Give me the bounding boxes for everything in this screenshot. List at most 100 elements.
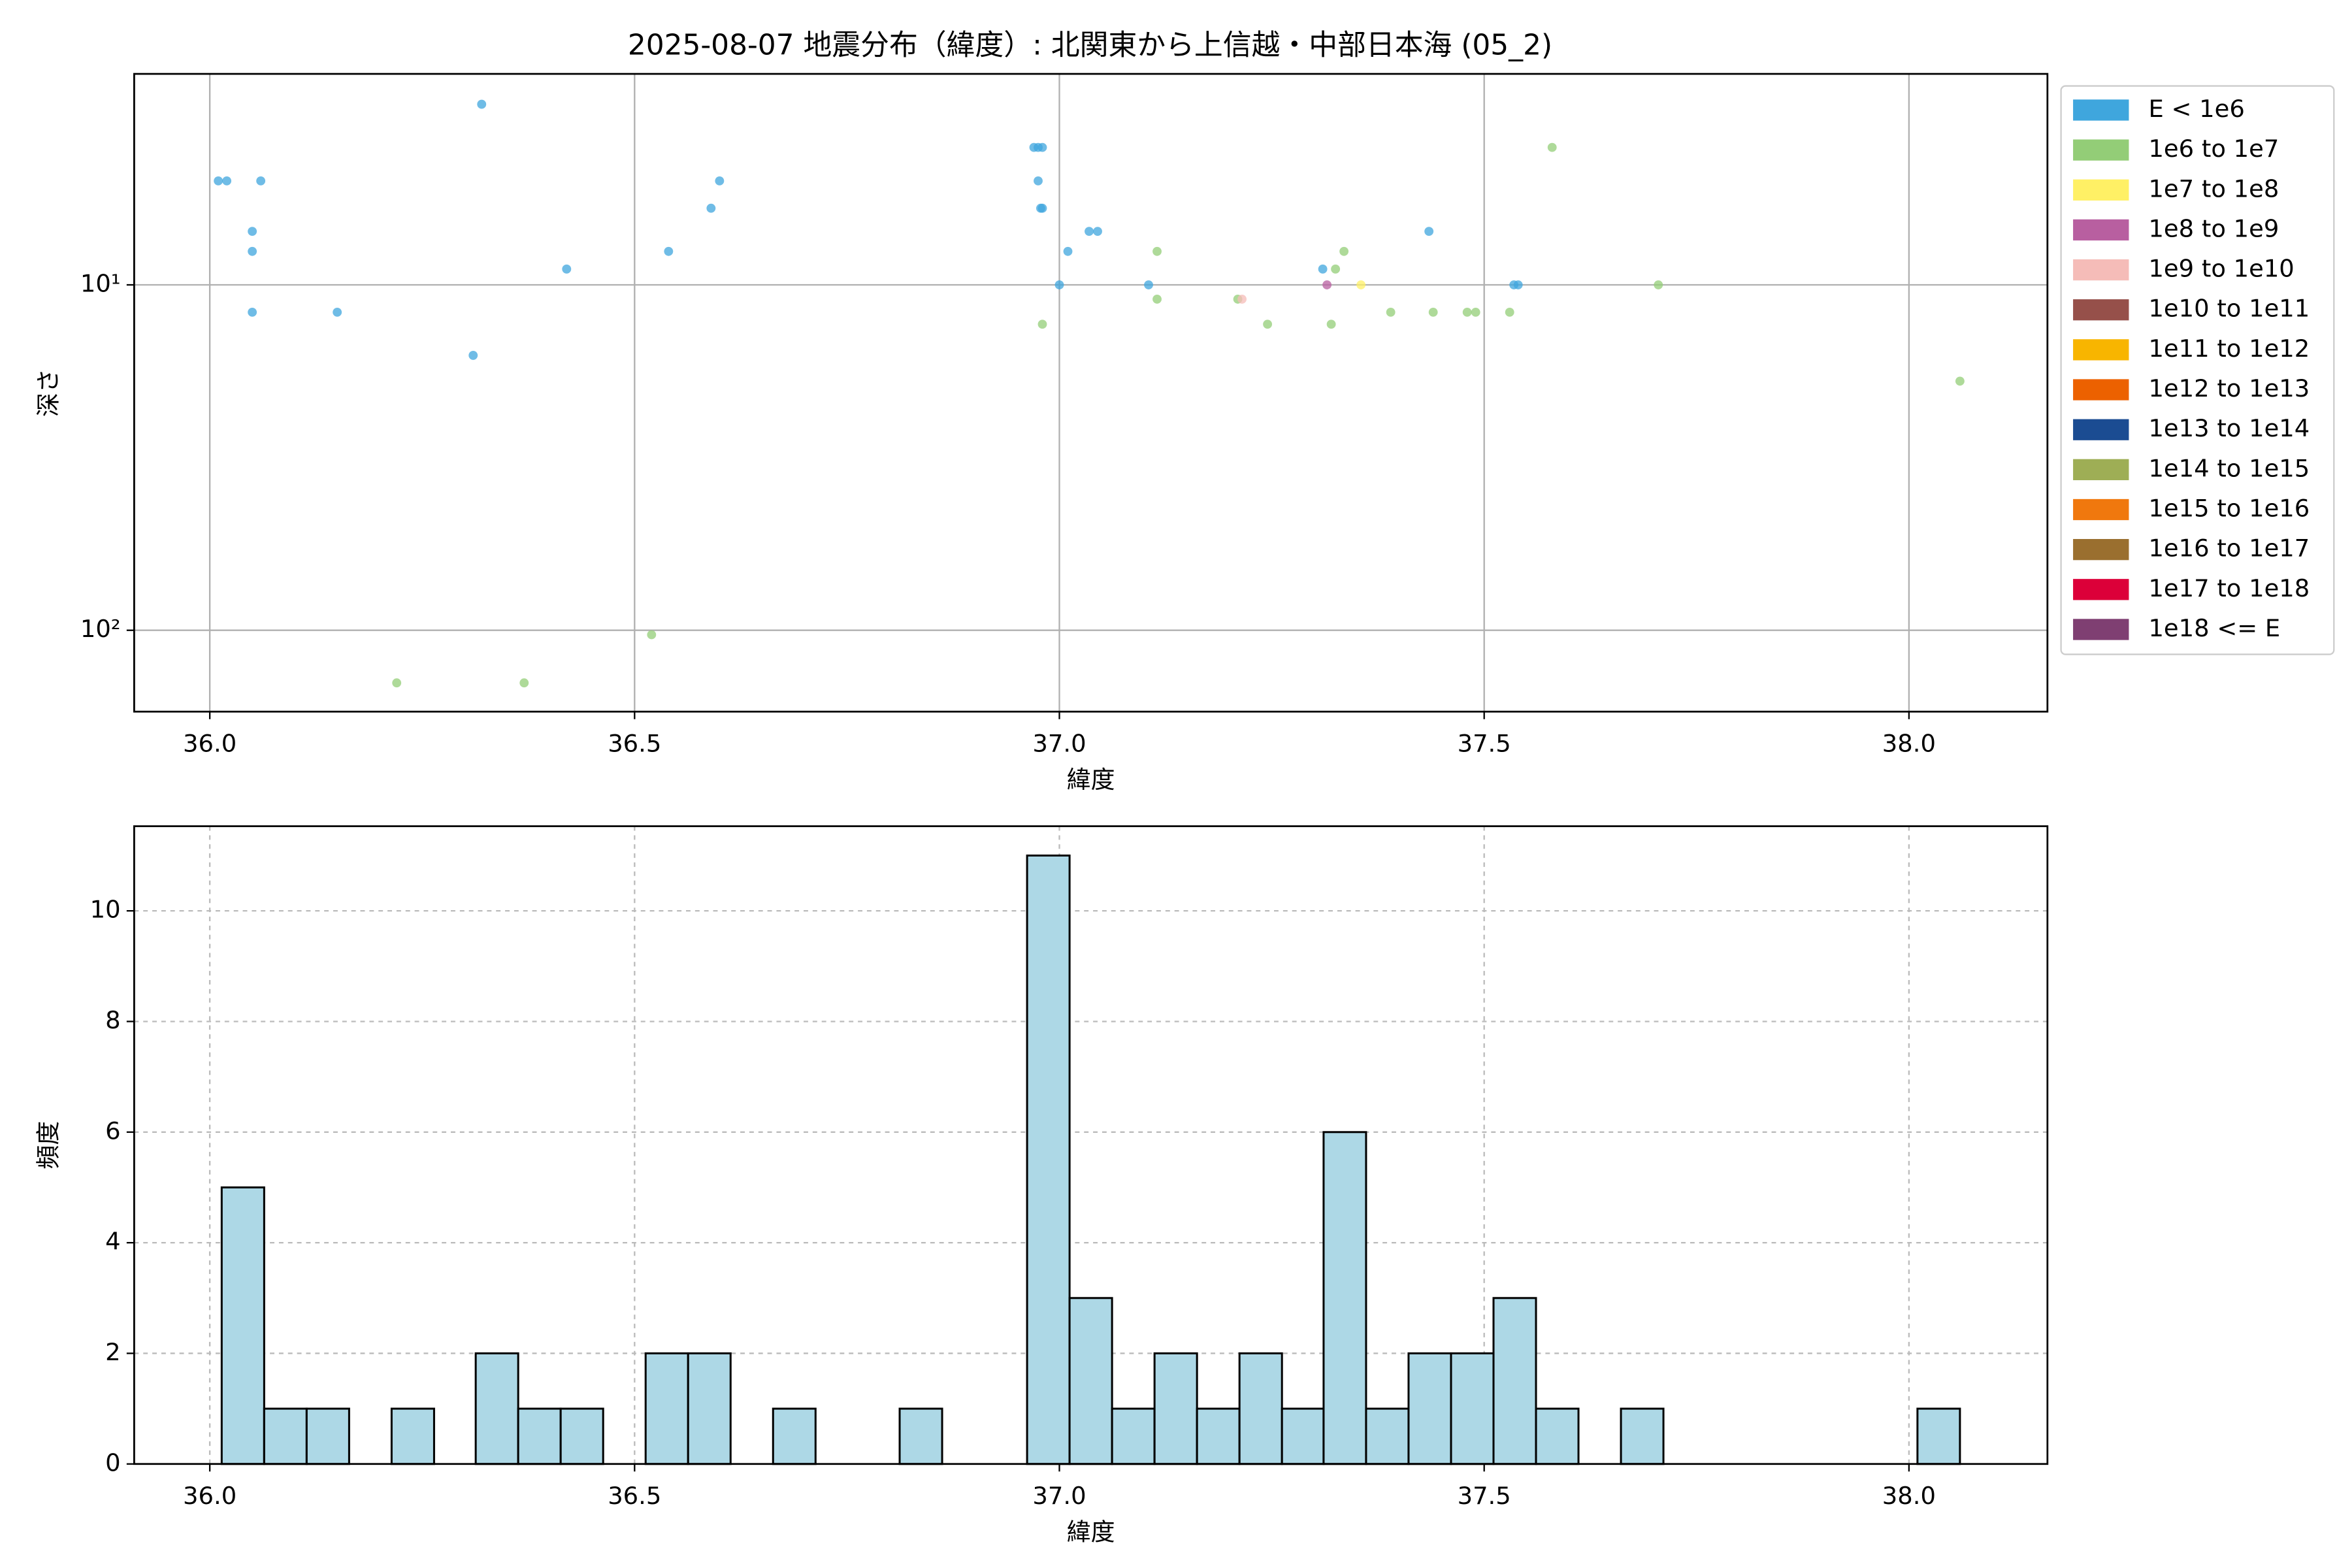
bar: [1026, 854, 1071, 1465]
legend-label: 1e9 to 1e10: [2148, 255, 2294, 283]
bar: [517, 1407, 562, 1465]
bar: [220, 1186, 265, 1465]
legend-swatch: [2073, 619, 2129, 640]
y-axis-label: 頻度: [35, 1121, 63, 1169]
point: [222, 176, 232, 186]
bar: [390, 1407, 435, 1465]
point: [664, 246, 674, 256]
legend-label: 1e8 to 1e9: [2148, 214, 2279, 242]
point: [256, 176, 266, 186]
legend-swatch: [2073, 139, 2129, 161]
legend-label: 1e11 to 1e12: [2148, 335, 2310, 363]
x-tick-label: 37.5: [1458, 1482, 1511, 1510]
bar: [772, 1407, 817, 1465]
point: [1386, 307, 1396, 317]
point: [477, 99, 487, 109]
point: [392, 678, 402, 688]
point: [468, 351, 478, 360]
legend-label: 1e6 to 1e7: [2148, 135, 2279, 163]
bar: [898, 1407, 943, 1465]
point: [1471, 307, 1480, 317]
legend-swatch: [2073, 498, 2129, 521]
point: [1036, 203, 1045, 213]
bar: [1238, 1352, 1283, 1465]
legend-swatch: [2073, 339, 2129, 361]
bar: [644, 1352, 689, 1465]
bar: [559, 1407, 604, 1465]
legend-swatch: [2073, 299, 2129, 321]
y-axis-label: 深さ: [35, 368, 63, 417]
legend-swatch: [2073, 179, 2129, 201]
bar: [1620, 1407, 1665, 1465]
point: [1428, 307, 1438, 317]
point: [1054, 280, 1064, 289]
legend-swatch: [2073, 579, 2129, 600]
legend-swatch: [2073, 419, 2129, 440]
axes-frame: [133, 73, 2049, 713]
x-tick-label: 37.0: [1032, 730, 1086, 758]
y-tick-label: 0: [105, 1448, 120, 1477]
bar: [1492, 1297, 1537, 1465]
legend-swatch: [2073, 259, 2129, 281]
x-tick-label: 36.0: [183, 730, 237, 758]
y-tick-label: 2: [105, 1338, 120, 1366]
point: [1547, 142, 1557, 152]
legend-label: 1e16 to 1e17: [2148, 534, 2310, 563]
legend-label: 1e17 to 1e18: [2148, 574, 2310, 602]
point: [248, 307, 257, 317]
point: [1063, 246, 1073, 256]
chart-title: 2025-08-07 地震分布（緯度）: 北関東から上信越・中部日本海 (05_…: [628, 29, 1552, 62]
y-tick-label: 10: [90, 896, 121, 924]
point: [333, 307, 342, 317]
x-tick-label: 37.5: [1458, 730, 1511, 758]
point: [248, 227, 257, 237]
point: [1322, 280, 1332, 289]
x-axis-label: 緯度: [1067, 1518, 1115, 1546]
legend-swatch: [2073, 459, 2129, 480]
bar: [1535, 1407, 1580, 1465]
legend-label: 1e7 to 1e8: [2148, 174, 2279, 203]
legend-label: E < 1e6: [2148, 95, 2244, 123]
point: [1513, 280, 1523, 289]
point: [1034, 176, 1043, 186]
legend-swatch: [2073, 219, 2129, 241]
point: [1654, 280, 1663, 289]
bar: [1322, 1131, 1367, 1465]
point: [1318, 264, 1328, 274]
legend-swatch: [2073, 539, 2129, 561]
bar: [687, 1352, 732, 1465]
point: [1326, 319, 1336, 329]
point: [1263, 319, 1273, 329]
point: [1085, 227, 1094, 237]
point: [1037, 319, 1047, 329]
point: [706, 203, 716, 213]
x-tick-label: 38.0: [1882, 1482, 1936, 1510]
bar: [263, 1407, 308, 1465]
x-tick-label: 37.0: [1032, 1482, 1086, 1510]
bar: [305, 1407, 350, 1465]
legend-label: 1e12 to 1e13: [2148, 374, 2310, 402]
x-tick-label: 36.5: [608, 1482, 661, 1510]
point: [1144, 280, 1153, 289]
point: [1237, 294, 1247, 304]
y-tick-label: 4: [105, 1228, 120, 1256]
bar: [1365, 1407, 1410, 1465]
y-tick-label: 10²: [80, 615, 121, 643]
point: [248, 246, 257, 256]
y-tick-label: 6: [105, 1117, 120, 1145]
point: [1331, 264, 1341, 274]
x-tick-label: 38.0: [1882, 730, 1936, 758]
x-axis-label: 緯度: [1067, 766, 1115, 794]
point: [1093, 227, 1102, 237]
point: [1955, 376, 1965, 386]
point: [715, 176, 725, 186]
x-tick-label: 36.5: [608, 730, 661, 758]
x-tick-label: 36.0: [183, 1482, 237, 1510]
legend-swatch: [2073, 379, 2129, 400]
bar: [474, 1352, 519, 1465]
bar: [1407, 1352, 1452, 1465]
legend-label: 1e15 to 1e16: [2148, 495, 2310, 523]
legend-box: [2060, 85, 2335, 655]
